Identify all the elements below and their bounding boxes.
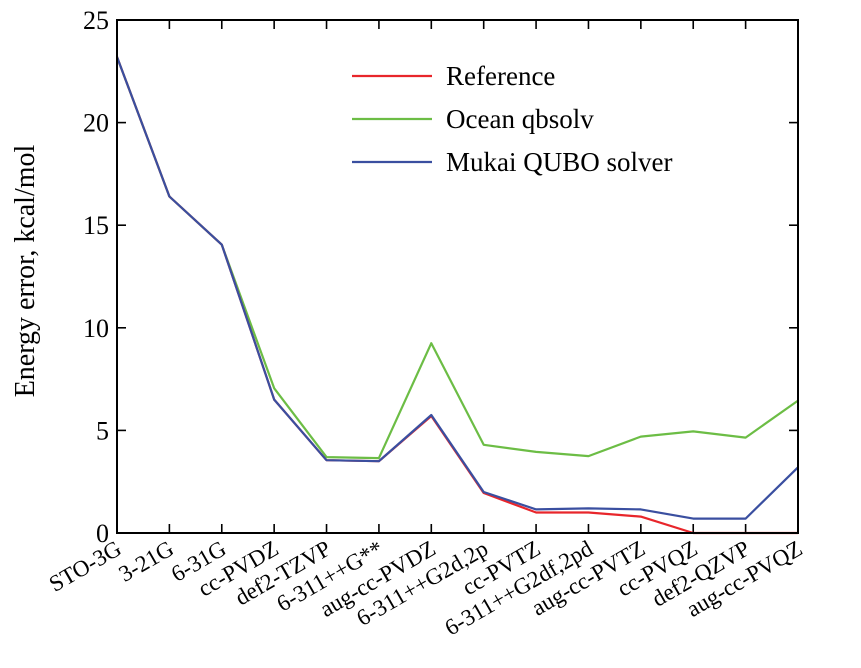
series-layer — [115, 56, 799, 535]
y-tick-label: 25 — [83, 6, 109, 35]
y-axis-ticks: 0 5 10 15 20 25 — [83, 6, 798, 548]
series-line-mukai-qubo-solver — [115, 56, 799, 520]
y-tick-label: 5 — [96, 416, 109, 445]
x-tick-label: STO-3G — [45, 536, 126, 597]
legend-label: Reference — [446, 61, 555, 91]
legend-label: Mukai QUBO solver — [446, 147, 672, 177]
x-axis-ticks: STO-3G3-21G6-31Gcc-PVDZdef2-TZVP6-311++G… — [45, 20, 807, 640]
y-axis-label: Energy error, kcal/mol — [10, 144, 41, 397]
x-tick-label: 3-21G — [114, 536, 177, 587]
legend-label: Ocean qbsolv — [446, 104, 594, 134]
legend: Reference Ocean qbsolv Mukai QUBO solver — [352, 61, 672, 177]
y-tick-label: 10 — [83, 314, 109, 343]
y-tick-label: 0 — [96, 519, 109, 548]
y-tick-label: 20 — [83, 109, 109, 138]
y-tick-label: 15 — [83, 211, 109, 240]
plot-frame — [116, 19, 799, 534]
